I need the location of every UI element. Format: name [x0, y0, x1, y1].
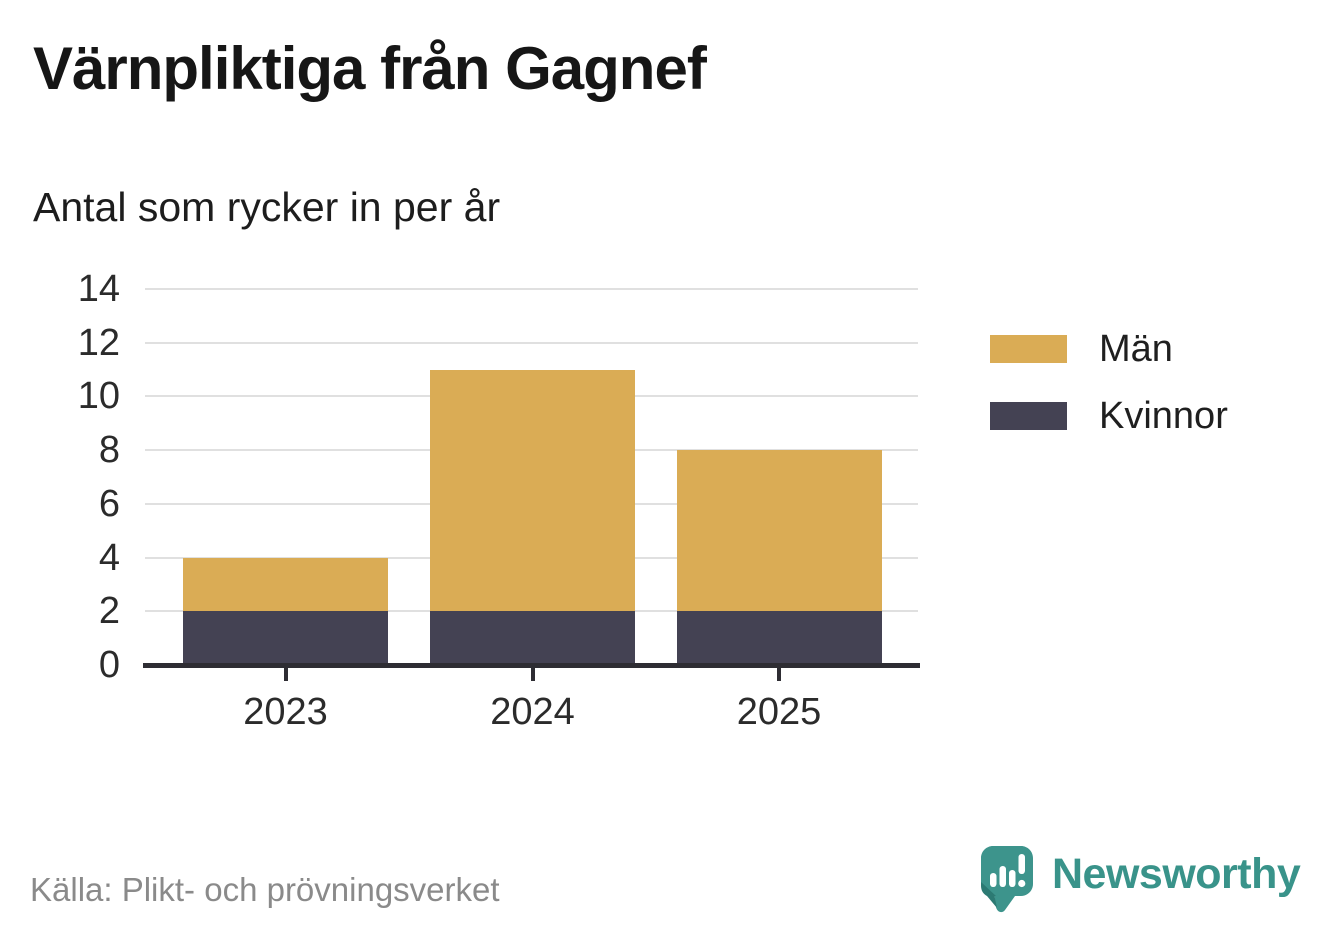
- newsworthy-icon: [981, 846, 1033, 913]
- bar-män-2024: [430, 369, 635, 612]
- x-axis-label-2024: 2024: [490, 691, 575, 733]
- legend-item-kvinnor: Kvinnor: [990, 397, 1228, 435]
- legend-label-kvinnor: Kvinnor: [1099, 395, 1228, 437]
- legend: Män Kvinnor: [990, 330, 1228, 435]
- legend-label-män: Män: [1099, 328, 1173, 370]
- x-axis-line: [143, 662, 920, 668]
- bar-kvinnor-2024: [430, 611, 635, 665]
- x-axis-label-2025: 2025: [736, 691, 822, 733]
- x-tick-2025: [777, 668, 781, 681]
- gridline-12: [145, 341, 918, 344]
- legend-item-män: Män: [990, 330, 1228, 368]
- y-axis-label-6: 6: [98, 482, 120, 525]
- brand-name: Newsworthy: [1052, 850, 1301, 898]
- legend-swatch-kvinnor: [990, 402, 1067, 430]
- y-axis-label-12: 12: [77, 321, 120, 364]
- y-axis-label-0: 0: [98, 644, 120, 686]
- bar-män-2023: [183, 557, 388, 612]
- gridline-14: [145, 288, 918, 290]
- source-note: Källa: Plikt- och prövningsverket: [30, 871, 500, 908]
- x-tick-2023: [283, 668, 288, 681]
- bar-kvinnor-2025: [676, 611, 882, 665]
- chart-subtitle: Antal som rycker in per år: [33, 184, 501, 230]
- y-axis-label-8: 8: [98, 429, 120, 472]
- brand-logo: Newsworthy: [981, 846, 1301, 918]
- y-axis-label-10: 10: [77, 375, 120, 418]
- y-axis-label-14: 14: [77, 268, 120, 310]
- x-tick-2024: [530, 668, 535, 681]
- bar-kvinnor-2023: [183, 611, 388, 665]
- legend-swatch-män: [990, 335, 1067, 363]
- y-axis-label-4: 4: [98, 536, 120, 579]
- chart-title: Värnpliktiga från Gagnef: [33, 35, 707, 102]
- bar-män-2025: [676, 450, 882, 612]
- x-axis-label-2023: 2023: [243, 691, 328, 733]
- y-axis-label-2: 2: [98, 590, 120, 633]
